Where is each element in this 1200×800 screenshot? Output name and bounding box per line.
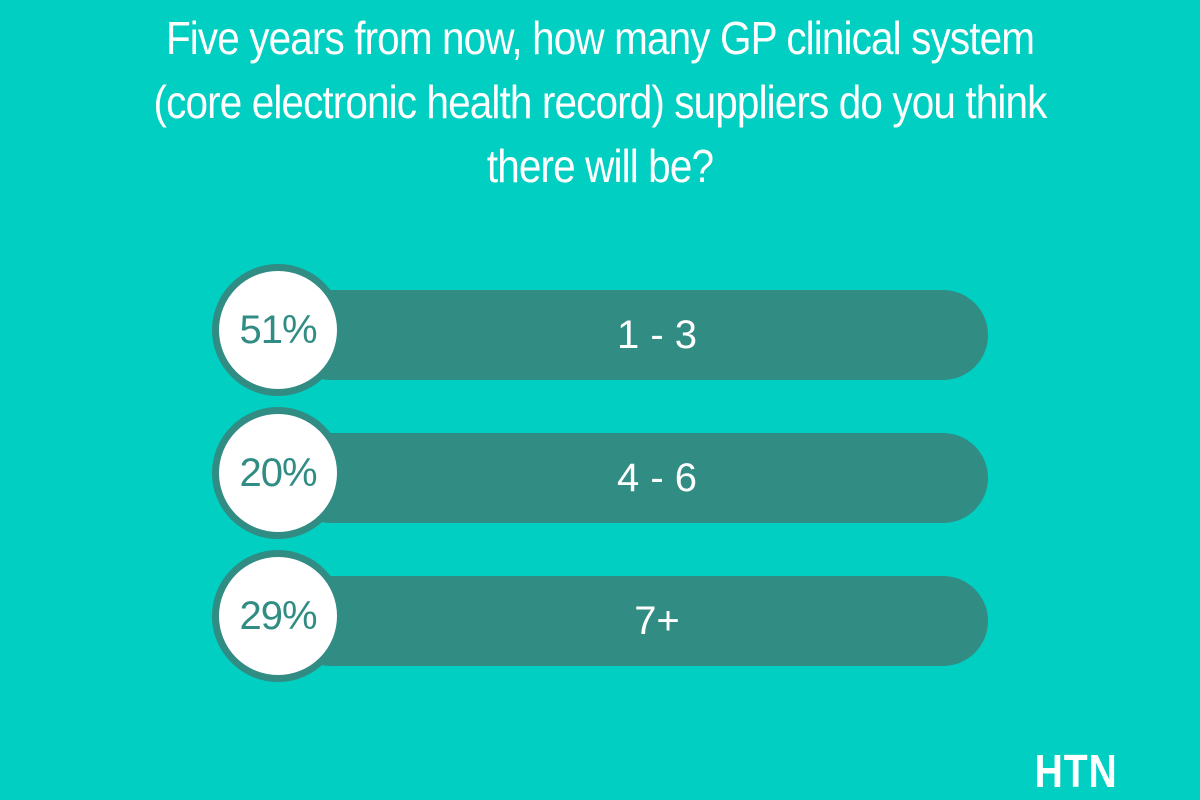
option-bar: 1 - 3 [286, 290, 988, 380]
percentage-value: 29% [239, 594, 317, 638]
htn-logo: HTN [1035, 745, 1118, 797]
option-label: 7+ [634, 599, 680, 643]
poll-option-row: 1 - 3 51% [206, 264, 988, 397]
poll-option-row: 7+ 29% [206, 550, 988, 683]
poll-option-row: 4 - 6 20% [206, 407, 988, 540]
chart-title: Five years from now, how many GP clinica… [153, 12, 1047, 192]
percentage-badge: 29% [212, 550, 344, 682]
option-label: 4 - 6 [616, 456, 698, 500]
percentage-value: 20% [239, 451, 317, 495]
percentage-badge: 20% [212, 407, 344, 539]
option-bar: 7+ [286, 576, 988, 666]
percentage-value: 51% [239, 308, 317, 352]
option-label: 1 - 3 [616, 313, 698, 357]
percentage-badge: 51% [212, 264, 344, 396]
option-bar: 4 - 6 [286, 433, 988, 523]
